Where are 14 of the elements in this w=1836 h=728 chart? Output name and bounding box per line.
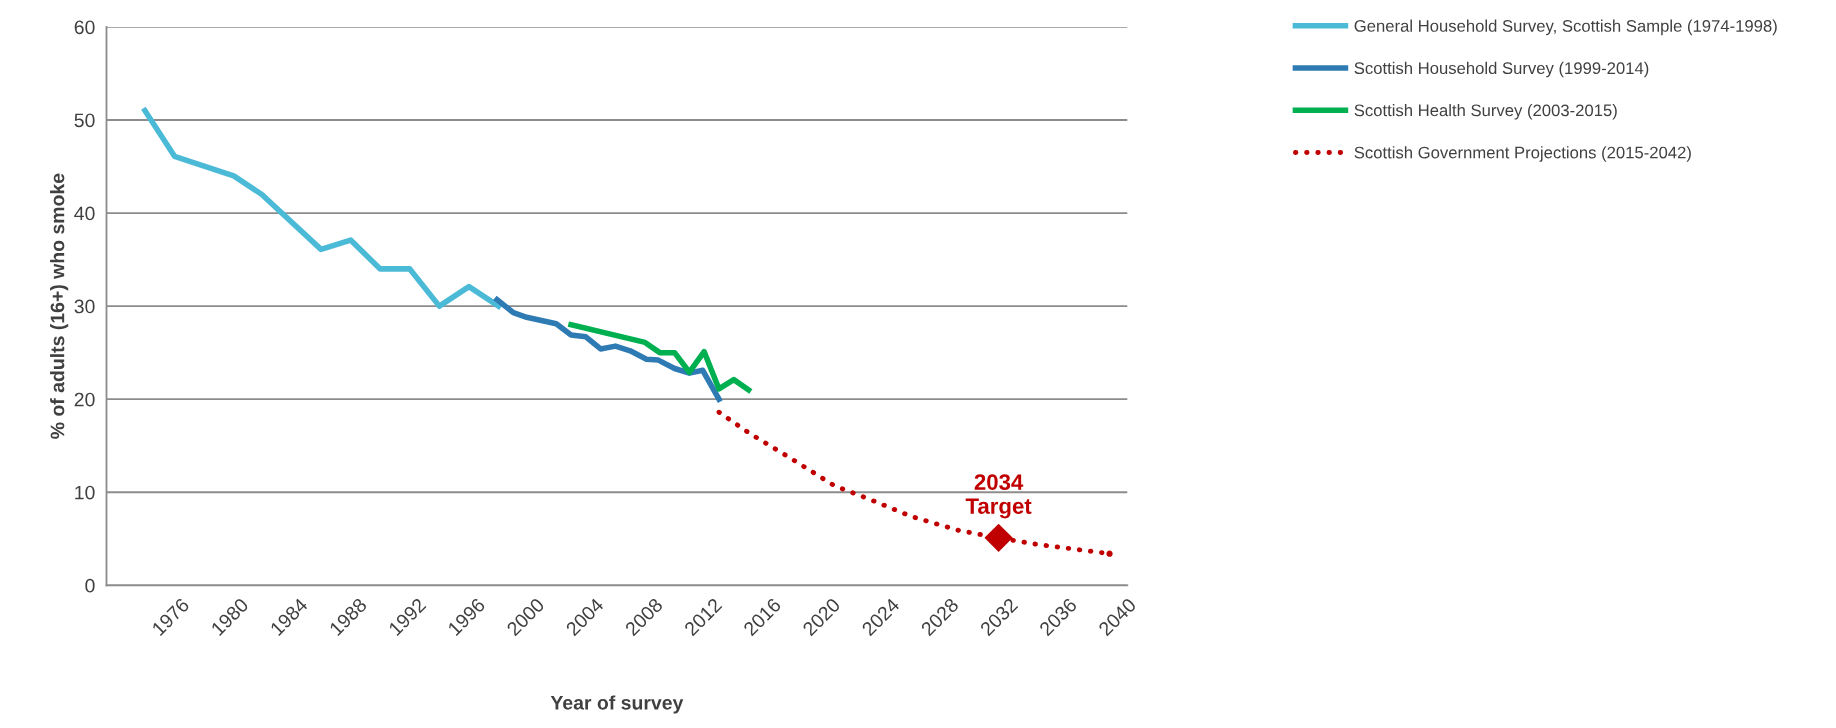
annotation: 2034 Target	[965, 474, 1032, 519]
y-tick-label: 50	[74, 113, 95, 128]
legend-label: Scottish Government Projections (2015-2042)	[1354, 146, 1691, 162]
legend-label: General Household Survey, Scottish Sample (1974-1998)	[1354, 19, 1777, 36]
legend-label: Scottish Health Survey (2003-2015)	[1354, 104, 1617, 120]
legend-label: Scottish Household Survey (1999-2014)	[1354, 61, 1649, 78]
y-tick-label: 0	[85, 578, 95, 593]
y-axis-title: % of adults (16+) who smoke	[50, 173, 69, 439]
y-tick-label: 10	[75, 485, 95, 500]
y-tick-label: 30	[74, 299, 95, 314]
x-axis-title: Year of survey	[550, 695, 684, 714]
y-tick-label: 60	[74, 20, 95, 35]
y-tick-label: 40	[74, 206, 95, 221]
y-tick-label: 20	[74, 392, 95, 407]
